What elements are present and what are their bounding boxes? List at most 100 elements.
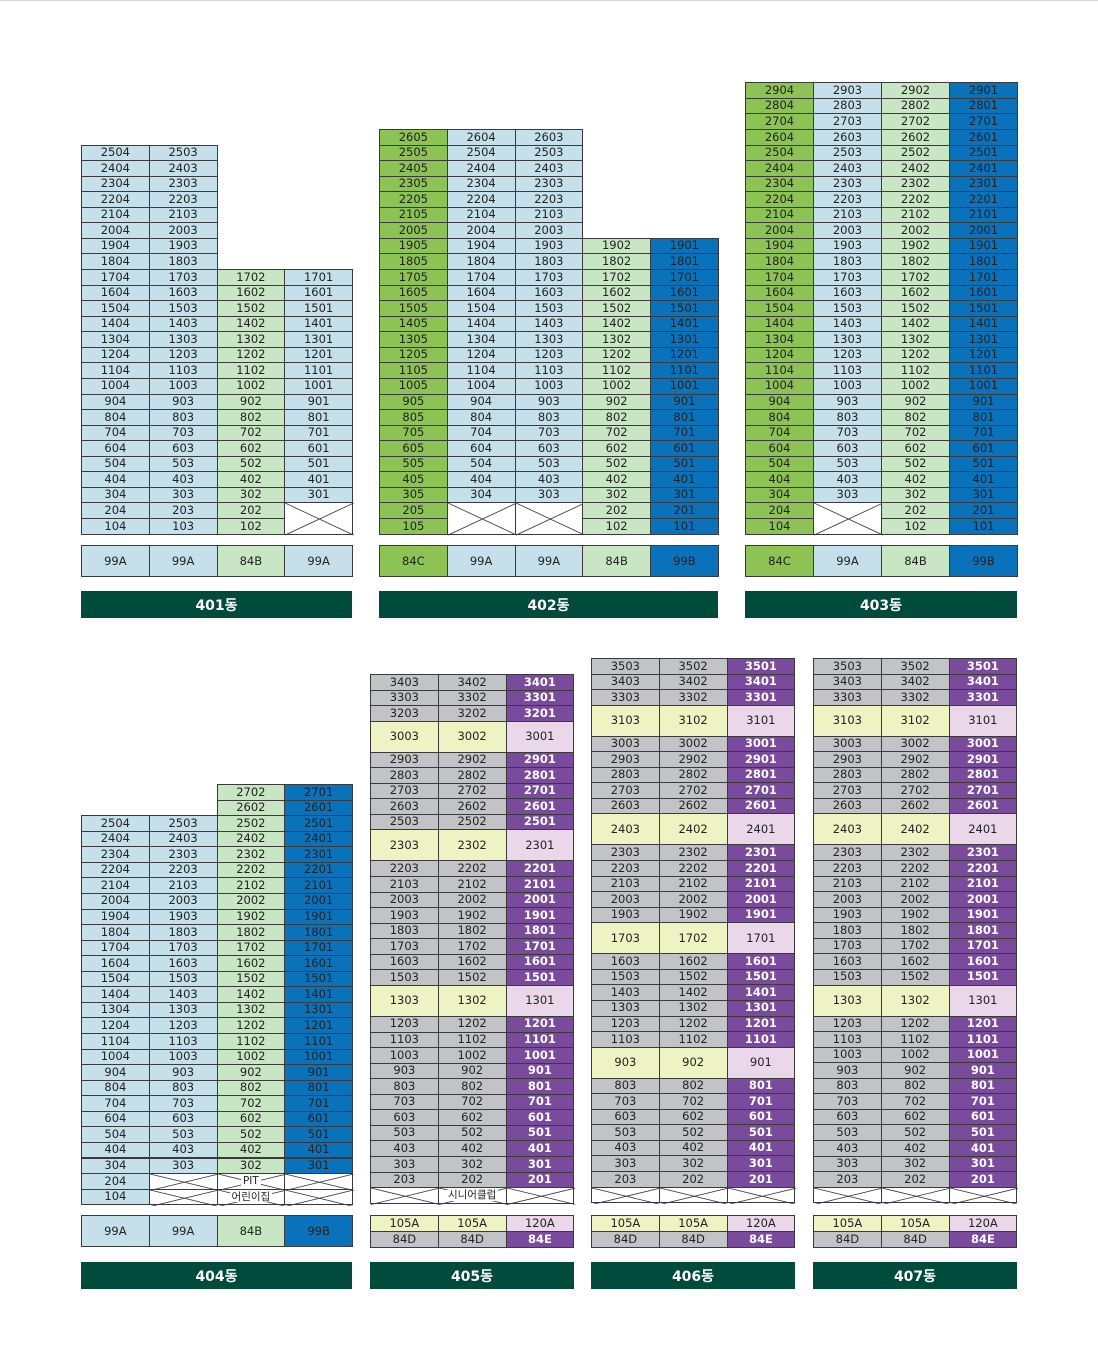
unit-cell: 401	[505, 1140, 575, 1157]
unit-cell: 1901	[949, 237, 1018, 255]
unit-cell: 201	[726, 1171, 796, 1188]
unit-cell: 1002	[881, 377, 950, 395]
unit-cell: 1901	[505, 907, 575, 924]
unit-cell: 201	[505, 1171, 575, 1189]
unit-cell: 502	[216, 455, 286, 473]
empty-unit-cell	[591, 1186, 661, 1205]
unit-cell: 1701	[650, 269, 719, 286]
unit-cell: 1403	[591, 984, 660, 1001]
unit-cell: 2501	[505, 813, 575, 831]
unit-cell: 804	[81, 409, 150, 426]
unit-cell: 3403	[813, 673, 882, 691]
unit-cell: 3203	[370, 705, 439, 722]
unit-cell: 2202	[437, 860, 507, 878]
unit-cell: 403	[514, 471, 584, 488]
unit-cell: 1304	[446, 331, 516, 348]
unit-cell: 2702	[216, 784, 286, 801]
unit-cell: 2602	[658, 797, 728, 815]
unit-type-cell: 99A	[148, 545, 218, 577]
unit-cell: 1802	[881, 253, 950, 271]
unit-cell: 1601	[949, 284, 1018, 302]
unit-cell: 3502	[880, 658, 950, 675]
unit-cell: 3101	[726, 704, 796, 737]
unit-cell: 303	[591, 1155, 660, 1172]
unit-cell: 303	[514, 486, 584, 504]
unit-cell: 2302	[880, 844, 950, 862]
unit-cell: 1804	[446, 253, 516, 271]
unit-cell: 302	[216, 1157, 286, 1175]
unit-cell: 403	[813, 1140, 882, 1157]
unit-cell: 1104	[81, 1033, 150, 1050]
unit-type-cell: 84D	[880, 1231, 950, 1248]
unit-cell: 1001	[284, 1048, 353, 1066]
unit-cell: 901	[505, 1062, 575, 1080]
unit-cell: 1403	[148, 986, 218, 1003]
empty-unit-cell	[284, 1188, 354, 1207]
unit-cell: 302	[582, 486, 651, 504]
unit-type-cell: 84C	[379, 545, 448, 577]
unit-cell: 2001	[948, 891, 1018, 908]
unit-cell: 2301	[284, 846, 353, 863]
unit-cell: 501	[505, 1124, 575, 1142]
unit-cell: 2702	[880, 782, 950, 799]
unit-cell: 104	[81, 518, 150, 535]
unit-cell: 1803	[813, 253, 882, 271]
unit-cell: 605	[379, 440, 448, 457]
unit-cell: 1701	[284, 939, 353, 957]
unit-cell: 1401	[726, 984, 796, 1001]
unit-cell: 701	[650, 424, 719, 442]
unit-cell: 1704	[81, 939, 150, 957]
unit-cell: 1203	[148, 346, 218, 364]
unit-cell: 2002	[437, 891, 507, 909]
unit-cell: 904	[745, 393, 814, 411]
unit-cell: 2504	[745, 144, 814, 162]
unit-cell: 303	[813, 1155, 882, 1173]
unit-cell: 2303	[148, 846, 218, 863]
unit-cell: 602	[881, 440, 950, 457]
unit-cell: 2902	[881, 82, 950, 99]
unit-cell: 901	[650, 393, 719, 411]
unit-cell: 803	[148, 409, 218, 426]
unit-cell: 2102	[881, 206, 950, 224]
unit-cell: 602	[880, 1108, 950, 1126]
unit-cell: 2103	[813, 206, 882, 224]
unit-cell: 2701	[948, 782, 1018, 799]
unit-cell: 2503	[370, 813, 439, 831]
unit-cell: 1803	[148, 924, 218, 941]
unit-cell: 1002	[582, 377, 651, 395]
unit-cell: 602	[582, 440, 651, 457]
unit-cell: 1002	[437, 1047, 507, 1064]
unit-cell: 502	[658, 1124, 728, 1141]
unit-cell: 703	[148, 1095, 218, 1112]
unit-cell: 2002	[216, 892, 286, 910]
unit-cell: 2103	[370, 876, 439, 893]
unit-cell: 1202	[437, 1015, 507, 1033]
unit-cell: 901	[949, 393, 1018, 411]
unit-cell: 2603	[370, 798, 439, 815]
unit-cell: 1301	[726, 999, 796, 1017]
unit-type-cell: 99B	[949, 545, 1018, 577]
unit-cell: 104	[745, 518, 814, 535]
unit-cell: 601	[650, 440, 719, 457]
unit-cell: 302	[880, 1155, 950, 1173]
unit-cell: 1904	[446, 237, 516, 255]
unit-cell: 305	[379, 486, 448, 504]
unit-type-cell: 120A	[505, 1215, 575, 1232]
unit-cell: 1603	[514, 284, 584, 302]
unit-cell: 2401	[949, 160, 1018, 177]
unit-type-cell: 84B	[881, 545, 950, 577]
unit-cell: 804	[745, 409, 814, 426]
unit-cell: 203	[370, 1171, 439, 1189]
unit-cell: 1502	[881, 300, 950, 317]
unit-cell: 1103	[370, 1031, 439, 1049]
unit-cell: 401	[949, 471, 1018, 488]
unit-cell: 1203	[148, 1017, 218, 1034]
unit-cell: 2403	[813, 813, 882, 846]
unit-cell: 601	[948, 1108, 1018, 1126]
unit-cell: 1702	[437, 938, 507, 955]
unit-cell: 604	[81, 1110, 150, 1128]
unit-cell: 503	[370, 1124, 439, 1142]
unit-cell: 2401	[284, 830, 353, 848]
unit-cell: 405	[379, 471, 448, 488]
unit-cell: 2303	[514, 175, 584, 193]
